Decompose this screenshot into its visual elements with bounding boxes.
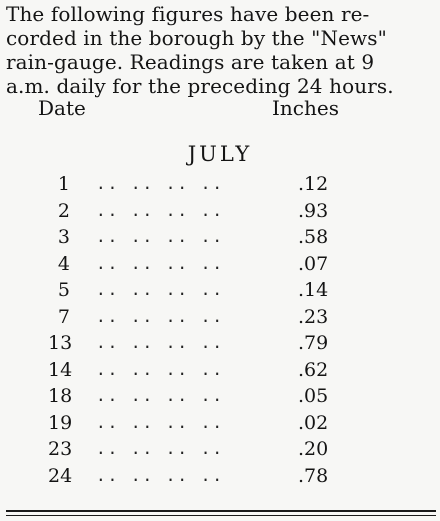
dot-leader: .. .. .. .. xyxy=(96,174,224,193)
reading-inches: .07 xyxy=(298,252,329,275)
reading-date: 3 xyxy=(57,226,70,248)
intro-line: corded in the borough by the "News" xyxy=(6,26,387,50)
dot-leader: .. .. .. .. xyxy=(96,439,224,458)
reading-date: 24 xyxy=(48,464,73,487)
divider-rule xyxy=(6,510,436,512)
dot-leader: .. .. .. .. xyxy=(96,253,224,273)
dot-leader: .. .. .. .. xyxy=(96,386,224,405)
reading-date: 13 xyxy=(48,332,73,354)
month-heading: JULY xyxy=(187,142,253,166)
table-row: 1 .. .. .. .. .12 xyxy=(0,171,440,198)
reading-date: 5 xyxy=(57,279,70,301)
dot-leader: .. .. .. .. xyxy=(96,280,224,299)
table-row: 3 .. .. .. .. .58 xyxy=(0,224,440,251)
reading-date: 4 xyxy=(57,252,70,275)
dot-leader: .. .. .. .. xyxy=(96,306,224,326)
dot-leader: .. .. .. .. xyxy=(96,359,224,379)
table-row: 14 .. .. .. .. .62 xyxy=(0,357,440,384)
inches-column-header: Inches xyxy=(272,96,339,120)
dot-leader: .. .. .. .. xyxy=(96,465,224,485)
reading-inches: .14 xyxy=(298,279,329,301)
reading-date: 18 xyxy=(48,385,73,407)
dot-leader: .. .. .. .. xyxy=(96,412,224,432)
reading-date: 2 xyxy=(57,199,70,222)
reading-inches: .02 xyxy=(298,411,329,434)
table-row: 5 .. .. .. .. .14 xyxy=(0,277,440,304)
reading-inches: .05 xyxy=(298,385,329,407)
reading-inches: .12 xyxy=(298,173,329,195)
reading-inches: .79 xyxy=(298,332,329,354)
table-row: 18 .. .. .. .. .05 xyxy=(0,383,440,410)
intro-line: rain-gauge. Readings are taken at 9 xyxy=(6,50,375,74)
dot-leader: .. .. .. .. xyxy=(96,200,224,220)
table-row: 2 .. .. .. .. .93 xyxy=(0,198,440,225)
intro-paragraph: The following figures have been re- cord… xyxy=(6,2,438,98)
reading-inches: .78 xyxy=(298,464,329,487)
divider-rule xyxy=(6,515,436,516)
date-column-header: Date xyxy=(38,96,86,120)
reading-date: 1 xyxy=(57,173,70,195)
reading-date: 23 xyxy=(48,438,73,460)
readings-table: 1 .. .. .. .. .12 2 .. .. .. .. .93 3 ..… xyxy=(0,171,440,489)
reading-inches: .20 xyxy=(298,438,329,460)
table-row: 4 .. .. .. .. .07 xyxy=(0,251,440,278)
intro-line: The following figures have been re- xyxy=(6,2,370,26)
reading-date: 14 xyxy=(48,358,73,381)
reading-inches: .93 xyxy=(298,199,329,222)
table-row: 19 .. .. .. .. .02 xyxy=(0,410,440,437)
dot-leader: .. .. .. .. xyxy=(96,333,224,352)
intro-line: a.m. daily for the preceding 24 hours. xyxy=(6,74,394,98)
reading-inches: .23 xyxy=(298,305,329,328)
table-row: 13 .. .. .. .. .79 xyxy=(0,330,440,357)
table-row: 7 .. .. .. .. .23 xyxy=(0,304,440,331)
reading-date: 19 xyxy=(48,411,73,434)
reading-inches: .58 xyxy=(298,226,329,248)
table-row: 23 .. .. .. .. .20 xyxy=(0,436,440,463)
table-row: 24 .. .. .. .. .78 xyxy=(0,463,440,490)
reading-inches: .62 xyxy=(298,358,329,381)
dot-leader: .. .. .. .. xyxy=(96,227,224,246)
reading-date: 7 xyxy=(57,305,70,328)
